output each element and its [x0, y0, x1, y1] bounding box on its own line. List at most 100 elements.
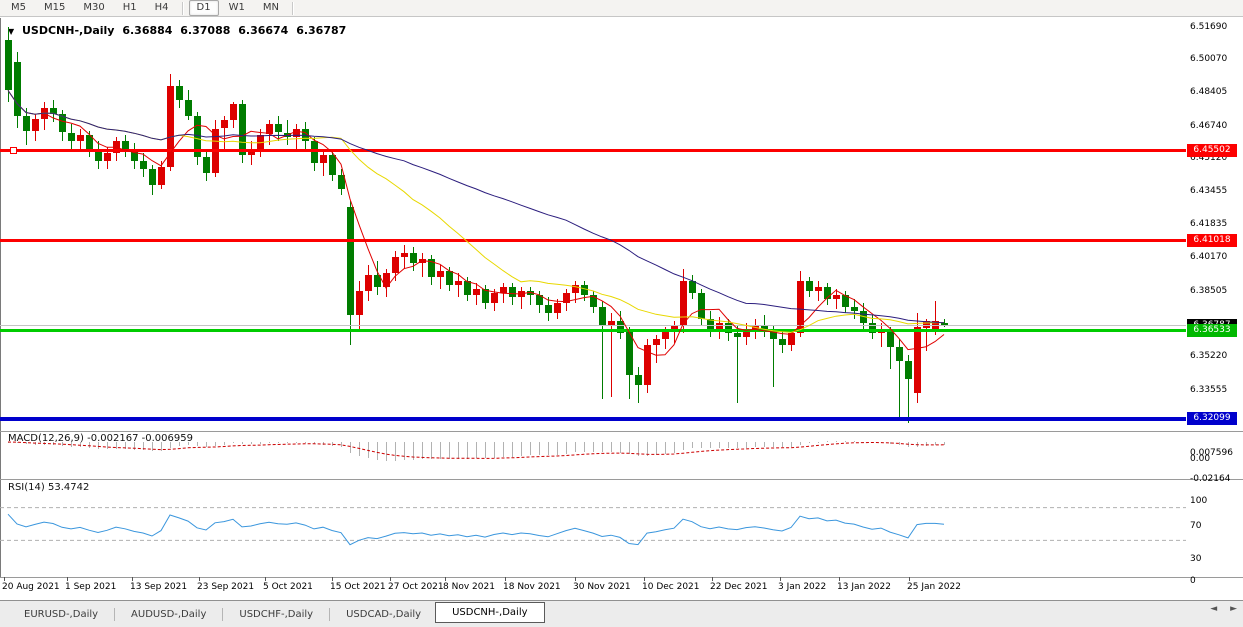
macd-histogram-bar [395, 442, 396, 461]
candlestick [689, 281, 696, 293]
candlestick [581, 285, 588, 295]
rsi-scale-label: 70 [1190, 521, 1201, 531]
candle-wick [530, 287, 531, 305]
tab-scroll-right-icon[interactable]: ► [1230, 604, 1237, 614]
candlestick [266, 124, 273, 134]
macd-histogram-bar [575, 442, 576, 452]
rsi-scale-label: 0 [1190, 576, 1196, 586]
macd-histogram-bar [386, 442, 387, 461]
macd-histogram-bar [251, 442, 252, 444]
candlestick [554, 303, 561, 313]
macd-histogram-bar [278, 442, 279, 443]
macd-histogram-bar [656, 442, 657, 455]
timeframe-button-w1[interactable]: W1 [221, 0, 253, 16]
candlestick [491, 293, 498, 303]
candle-wick [638, 367, 639, 403]
chart-tab-usdcnh[interactable]: USDCNH-,Daily [435, 602, 544, 623]
macd-histogram-bar [314, 442, 315, 444]
candlestick [203, 157, 210, 173]
timeframe-button-m30[interactable]: M30 [75, 0, 112, 16]
candlestick [590, 295, 597, 307]
candlestick [392, 257, 399, 273]
candlestick [176, 86, 183, 100]
rsi-pane-separator[interactable] [0, 479, 1243, 480]
macd-histogram-bar [845, 441, 846, 442]
date-label: 27 Oct 2021 [388, 582, 444, 592]
price-axis-label: 6.48405 [1190, 87, 1227, 97]
macd-histogram-bar [701, 442, 702, 448]
macd-histogram-bar [440, 442, 441, 459]
macd-histogram-bar [917, 442, 918, 447]
timeframe-button-m15[interactable]: M15 [36, 0, 73, 16]
timeframe-button-m5[interactable]: M5 [3, 0, 34, 16]
candlestick [185, 100, 192, 116]
ohlc-high: 6.37088 [180, 24, 230, 37]
horizontal-level-line[interactable] [0, 239, 1186, 242]
macd-histogram-bar [323, 442, 324, 445]
timeframe-button-h4[interactable]: H4 [147, 0, 177, 16]
horizontal-level-line[interactable] [0, 329, 1186, 332]
candle-wick [881, 323, 882, 347]
chart-tab-usdcad[interactable]: USDCAD-,Daily [332, 606, 435, 623]
chart-header: ▼ USDCNH-,Daily 6.36884 6.37088 6.36674 … [8, 24, 350, 37]
candlestick [77, 135, 84, 141]
macd-histogram-bar [350, 442, 351, 453]
candlestick [788, 333, 795, 345]
timeframe-button-h1[interactable]: H1 [115, 0, 145, 16]
candlestick [734, 333, 741, 337]
candlestick [122, 141, 129, 149]
candlestick [545, 305, 552, 313]
chart-tab-eurusd[interactable]: EURUSD-,Daily [10, 606, 112, 623]
macd-histogram-bar [467, 442, 468, 459]
macd-histogram-bar [872, 442, 873, 443]
toolbar-separator [292, 2, 294, 15]
candlestick [104, 153, 111, 161]
current-price-line[interactable] [0, 325, 1186, 326]
timeframe-button-d1[interactable]: D1 [189, 0, 219, 16]
date-tick [909, 577, 910, 581]
tab-scroll-left-icon[interactable]: ◄ [1210, 604, 1217, 614]
candlestick [32, 119, 39, 130]
macd-histogram-bar [665, 442, 666, 454]
date-label: 20 Aug 2021 [2, 582, 60, 592]
toolbar-separator [182, 2, 184, 15]
chart-tab-usdchf[interactable]: USDCHF-,Daily [225, 606, 327, 623]
date-label: 13 Sep 2021 [130, 582, 187, 592]
date-label: 22 Dec 2021 [710, 582, 768, 592]
candlestick [446, 271, 453, 285]
macd-histogram-bar [413, 442, 414, 460]
horizontal-level-line[interactable] [0, 417, 1186, 421]
macd-histogram-bar [215, 442, 216, 446]
line-drag-handle[interactable] [10, 147, 17, 154]
macd-histogram-bar [404, 442, 405, 460]
macd-histogram-bar [449, 442, 450, 459]
candlestick [842, 295, 849, 307]
date-tick [839, 577, 840, 581]
candlestick [806, 281, 813, 291]
chart-canvas[interactable]: ▼ USDCNH-,Daily 6.36884 6.37088 6.36674 … [0, 18, 1243, 600]
date-tick [332, 577, 333, 581]
horizontal-level-line[interactable] [0, 149, 1186, 152]
candlestick [383, 273, 390, 287]
candlestick [770, 331, 777, 339]
macd-histogram-bar [593, 442, 594, 452]
candlestick [662, 331, 669, 339]
macd-pane-separator[interactable] [0, 431, 1243, 432]
macd-histogram-bar [296, 442, 297, 443]
macd-histogram-bar [476, 442, 477, 458]
date-label: 30 Nov 2021 [573, 582, 631, 592]
macd-histogram-bar [782, 442, 783, 447]
date-label: 5 Oct 2021 [263, 582, 313, 592]
candlestick [149, 169, 156, 185]
candlestick [140, 161, 147, 169]
chart-tab-audusd[interactable]: AUDUSD-,Daily [117, 606, 220, 623]
candlestick [230, 104, 237, 120]
timeframe-button-mn[interactable]: MN [255, 0, 287, 16]
trading-terminal-window: M5M15M30H1H4 D1W1MN ▼ USDCNH-,Daily 6.368… [0, 0, 1243, 627]
macd-histogram-bar [854, 441, 855, 442]
candlestick [401, 253, 408, 257]
date-tick [67, 577, 68, 581]
macd-histogram-bar [773, 442, 774, 447]
chart-symbol-label: USDCNH-,Daily [22, 24, 114, 37]
macd-histogram-bar [683, 442, 684, 450]
